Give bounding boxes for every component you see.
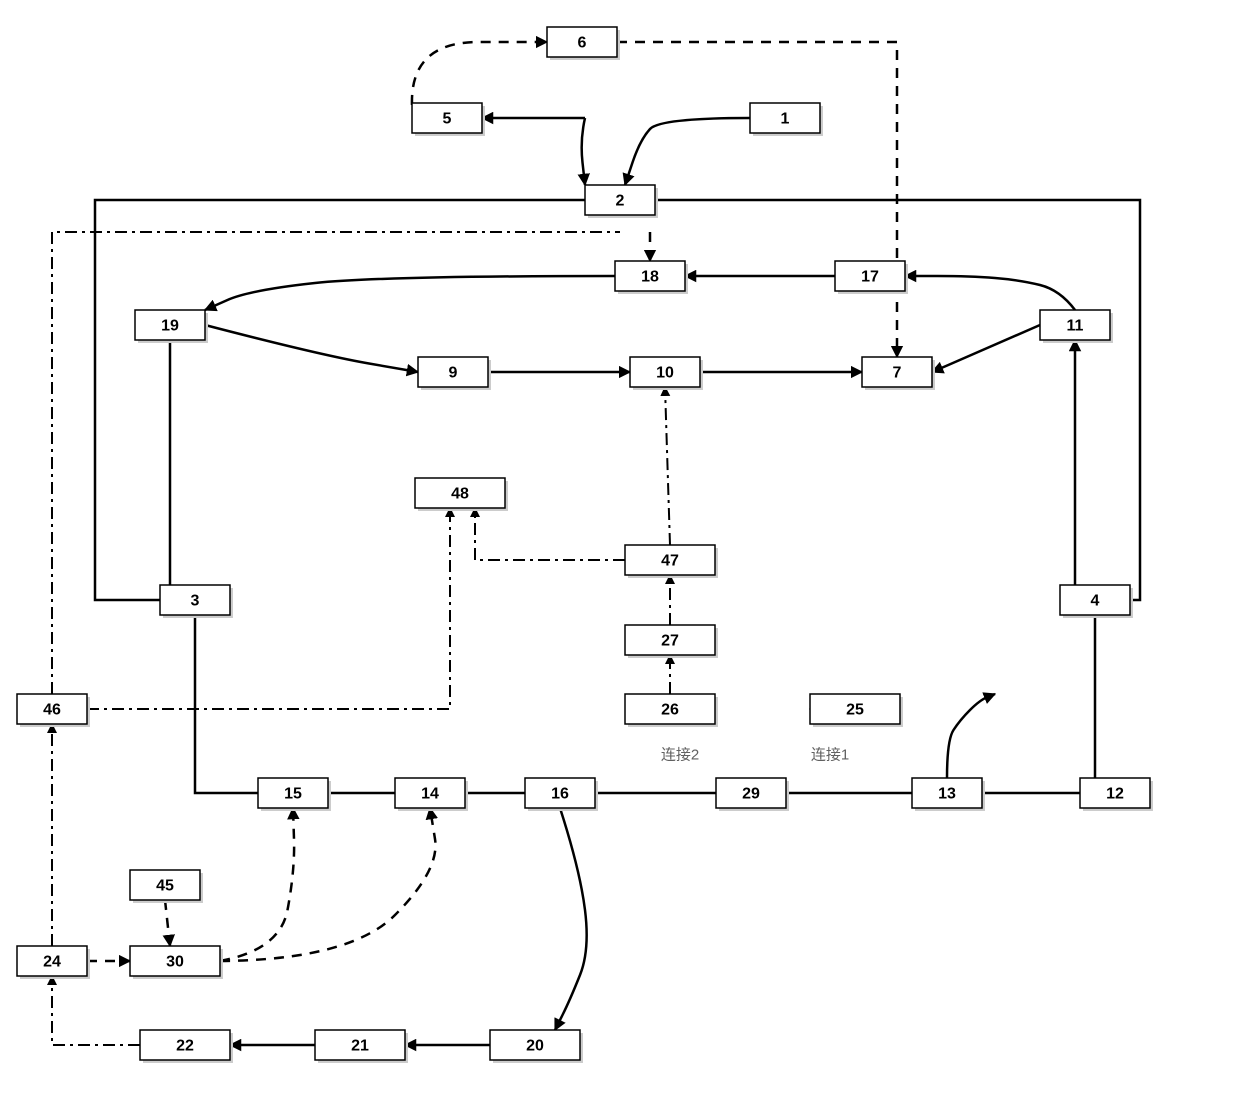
node-label: 17 xyxy=(861,269,879,286)
node-48: 48 xyxy=(415,478,508,511)
connection-label: 连接2 xyxy=(661,747,699,764)
node-label: 10 xyxy=(656,365,674,382)
node-14: 14 xyxy=(395,778,468,811)
node-10: 10 xyxy=(630,357,703,390)
node-label: 46 xyxy=(43,702,61,719)
node-label: 30 xyxy=(166,954,184,971)
node-label: 13 xyxy=(938,786,956,803)
edge xyxy=(932,325,1040,372)
node-label: 4 xyxy=(1091,593,1100,610)
edge xyxy=(52,232,620,694)
node-3: 3 xyxy=(160,585,233,618)
node-22: 22 xyxy=(140,1030,233,1063)
node-47: 47 xyxy=(625,545,718,578)
node-label: 26 xyxy=(661,702,679,719)
node-18: 18 xyxy=(615,261,688,294)
node-2: 2 xyxy=(585,185,658,218)
node-27: 27 xyxy=(625,625,718,658)
flowchart-diagram: 1234567910111213141516171819202122242526… xyxy=(0,0,1240,1108)
connection-label: 连接1 xyxy=(811,747,849,764)
edge xyxy=(220,808,294,961)
node-label: 14 xyxy=(421,786,439,803)
edge xyxy=(625,118,750,185)
edge xyxy=(87,508,450,709)
edge xyxy=(665,387,670,545)
edge xyxy=(947,694,995,778)
node-label: 22 xyxy=(176,1038,194,1055)
node-label: 21 xyxy=(351,1038,369,1055)
node-label: 27 xyxy=(661,633,679,650)
node-4: 4 xyxy=(1060,585,1133,618)
edge xyxy=(655,200,1140,600)
node-label: 16 xyxy=(551,786,569,803)
node-5: 5 xyxy=(412,103,485,136)
edge xyxy=(555,808,587,1030)
node-label: 24 xyxy=(43,954,61,971)
edge xyxy=(205,276,615,310)
node-25: 25 xyxy=(810,694,903,727)
node-label: 45 xyxy=(156,878,174,895)
node-20: 20 xyxy=(490,1030,583,1063)
node-label: 9 xyxy=(449,365,458,382)
node-label: 47 xyxy=(661,553,679,570)
node-label: 6 xyxy=(578,35,587,52)
node-19: 19 xyxy=(135,310,208,343)
node-30: 30 xyxy=(130,946,223,979)
node-24: 24 xyxy=(17,946,90,979)
node-label: 3 xyxy=(191,593,200,610)
node-label: 29 xyxy=(742,786,760,803)
edge xyxy=(220,808,436,961)
node-7: 7 xyxy=(862,357,935,390)
node-label: 18 xyxy=(641,269,659,286)
edge xyxy=(165,900,170,946)
node-29: 29 xyxy=(716,778,789,811)
edge xyxy=(905,276,1075,310)
node-label: 15 xyxy=(284,786,302,803)
node-6: 6 xyxy=(547,27,620,60)
node-21: 21 xyxy=(315,1030,408,1063)
node-label: 1 xyxy=(781,111,790,128)
node-label: 2 xyxy=(616,193,625,210)
node-label: 12 xyxy=(1106,786,1124,803)
edge xyxy=(52,976,140,1045)
node-45: 45 xyxy=(130,870,203,903)
node-16: 16 xyxy=(525,778,598,811)
node-17: 17 xyxy=(835,261,908,294)
edge xyxy=(412,42,547,105)
node-46: 46 xyxy=(17,694,90,727)
node-label: 11 xyxy=(1067,318,1084,335)
node-15: 15 xyxy=(258,778,331,811)
node-label: 7 xyxy=(893,365,902,382)
edge xyxy=(582,118,585,185)
node-label: 19 xyxy=(161,318,179,335)
node-label: 20 xyxy=(526,1038,544,1055)
edge xyxy=(195,615,258,793)
node-1: 1 xyxy=(750,103,823,136)
edge xyxy=(95,200,585,600)
node-label: 5 xyxy=(443,111,452,128)
node-13: 13 xyxy=(912,778,985,811)
edge xyxy=(475,508,625,560)
node-26: 26 xyxy=(625,694,718,727)
node-11: 11 xyxy=(1040,310,1113,343)
node-label: 25 xyxy=(846,702,864,719)
node-9: 9 xyxy=(418,357,491,390)
node-label: 48 xyxy=(451,486,469,503)
edge xyxy=(205,325,418,372)
node-12: 12 xyxy=(1080,778,1153,811)
